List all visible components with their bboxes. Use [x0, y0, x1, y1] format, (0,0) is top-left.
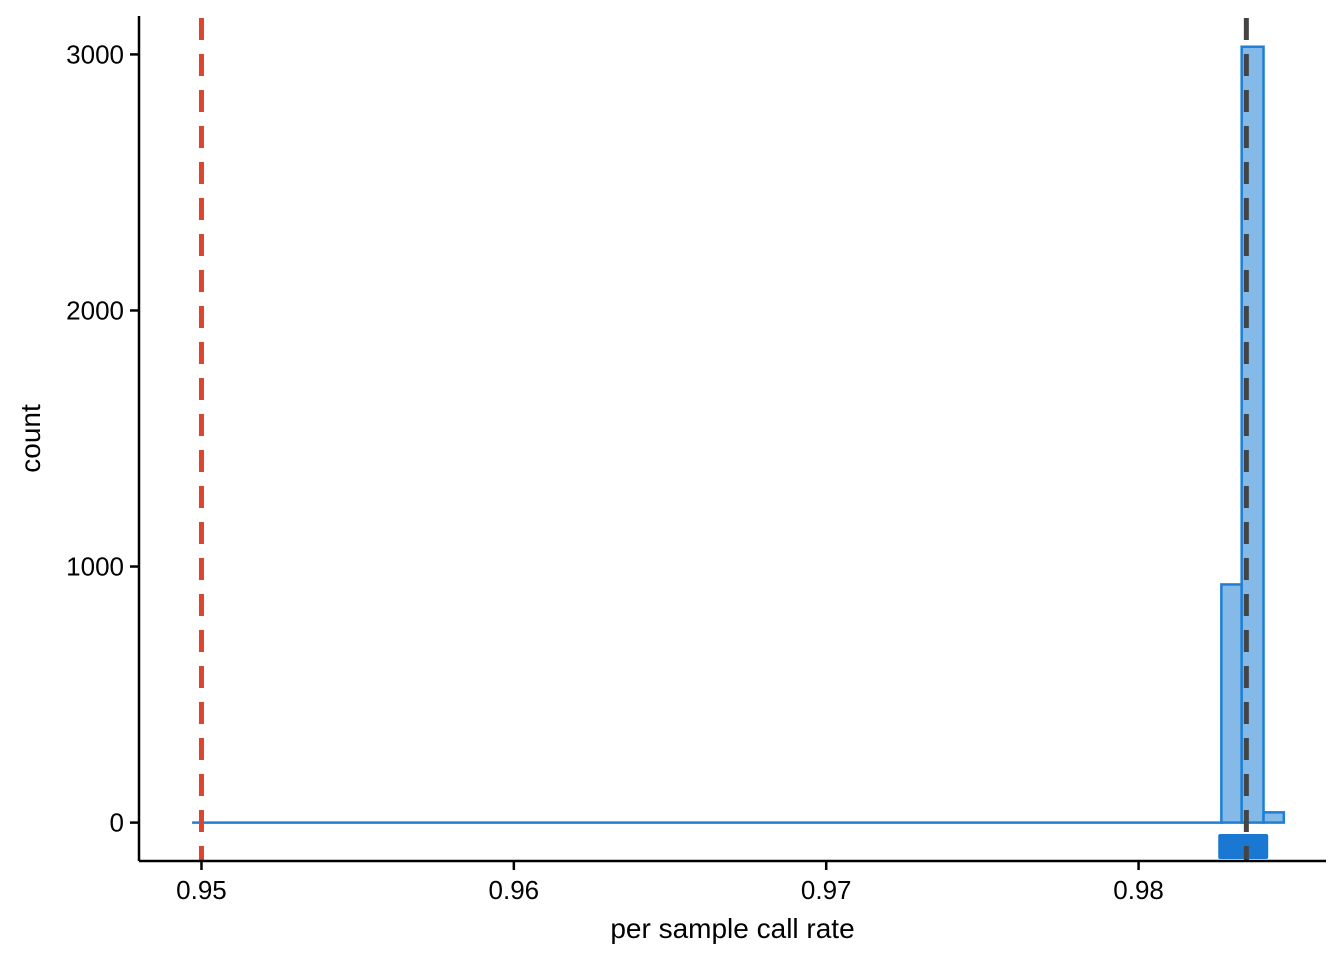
- x-axis-ticks: 0.95 0.96 0.97 0.98: [176, 861, 1164, 905]
- y-axis-ticks: 0 1000 2000 3000: [66, 39, 139, 838]
- y-tick-label: 3000: [66, 39, 124, 69]
- rug-marks: [1218, 834, 1269, 859]
- y-axis-title: count: [15, 404, 46, 473]
- histogram-bar: [1220, 583, 1243, 824]
- y-tick-label: 2000: [66, 295, 124, 325]
- x-tick-label: 0.98: [1113, 875, 1164, 905]
- x-axis-title: per sample call rate: [610, 913, 854, 944]
- plot-marks: [192, 18, 1286, 861]
- histogram-bar: [1262, 811, 1286, 824]
- y-tick-label: 0: [110, 808, 124, 838]
- x-tick-label: 0.96: [489, 875, 540, 905]
- x-tick-label: 0.97: [801, 875, 852, 905]
- y-tick-label: 1000: [66, 552, 124, 582]
- axes: 0.95 0.96 0.97 0.98 0 1000 2000 3000: [66, 16, 1326, 905]
- x-tick-label: 0.95: [176, 875, 227, 905]
